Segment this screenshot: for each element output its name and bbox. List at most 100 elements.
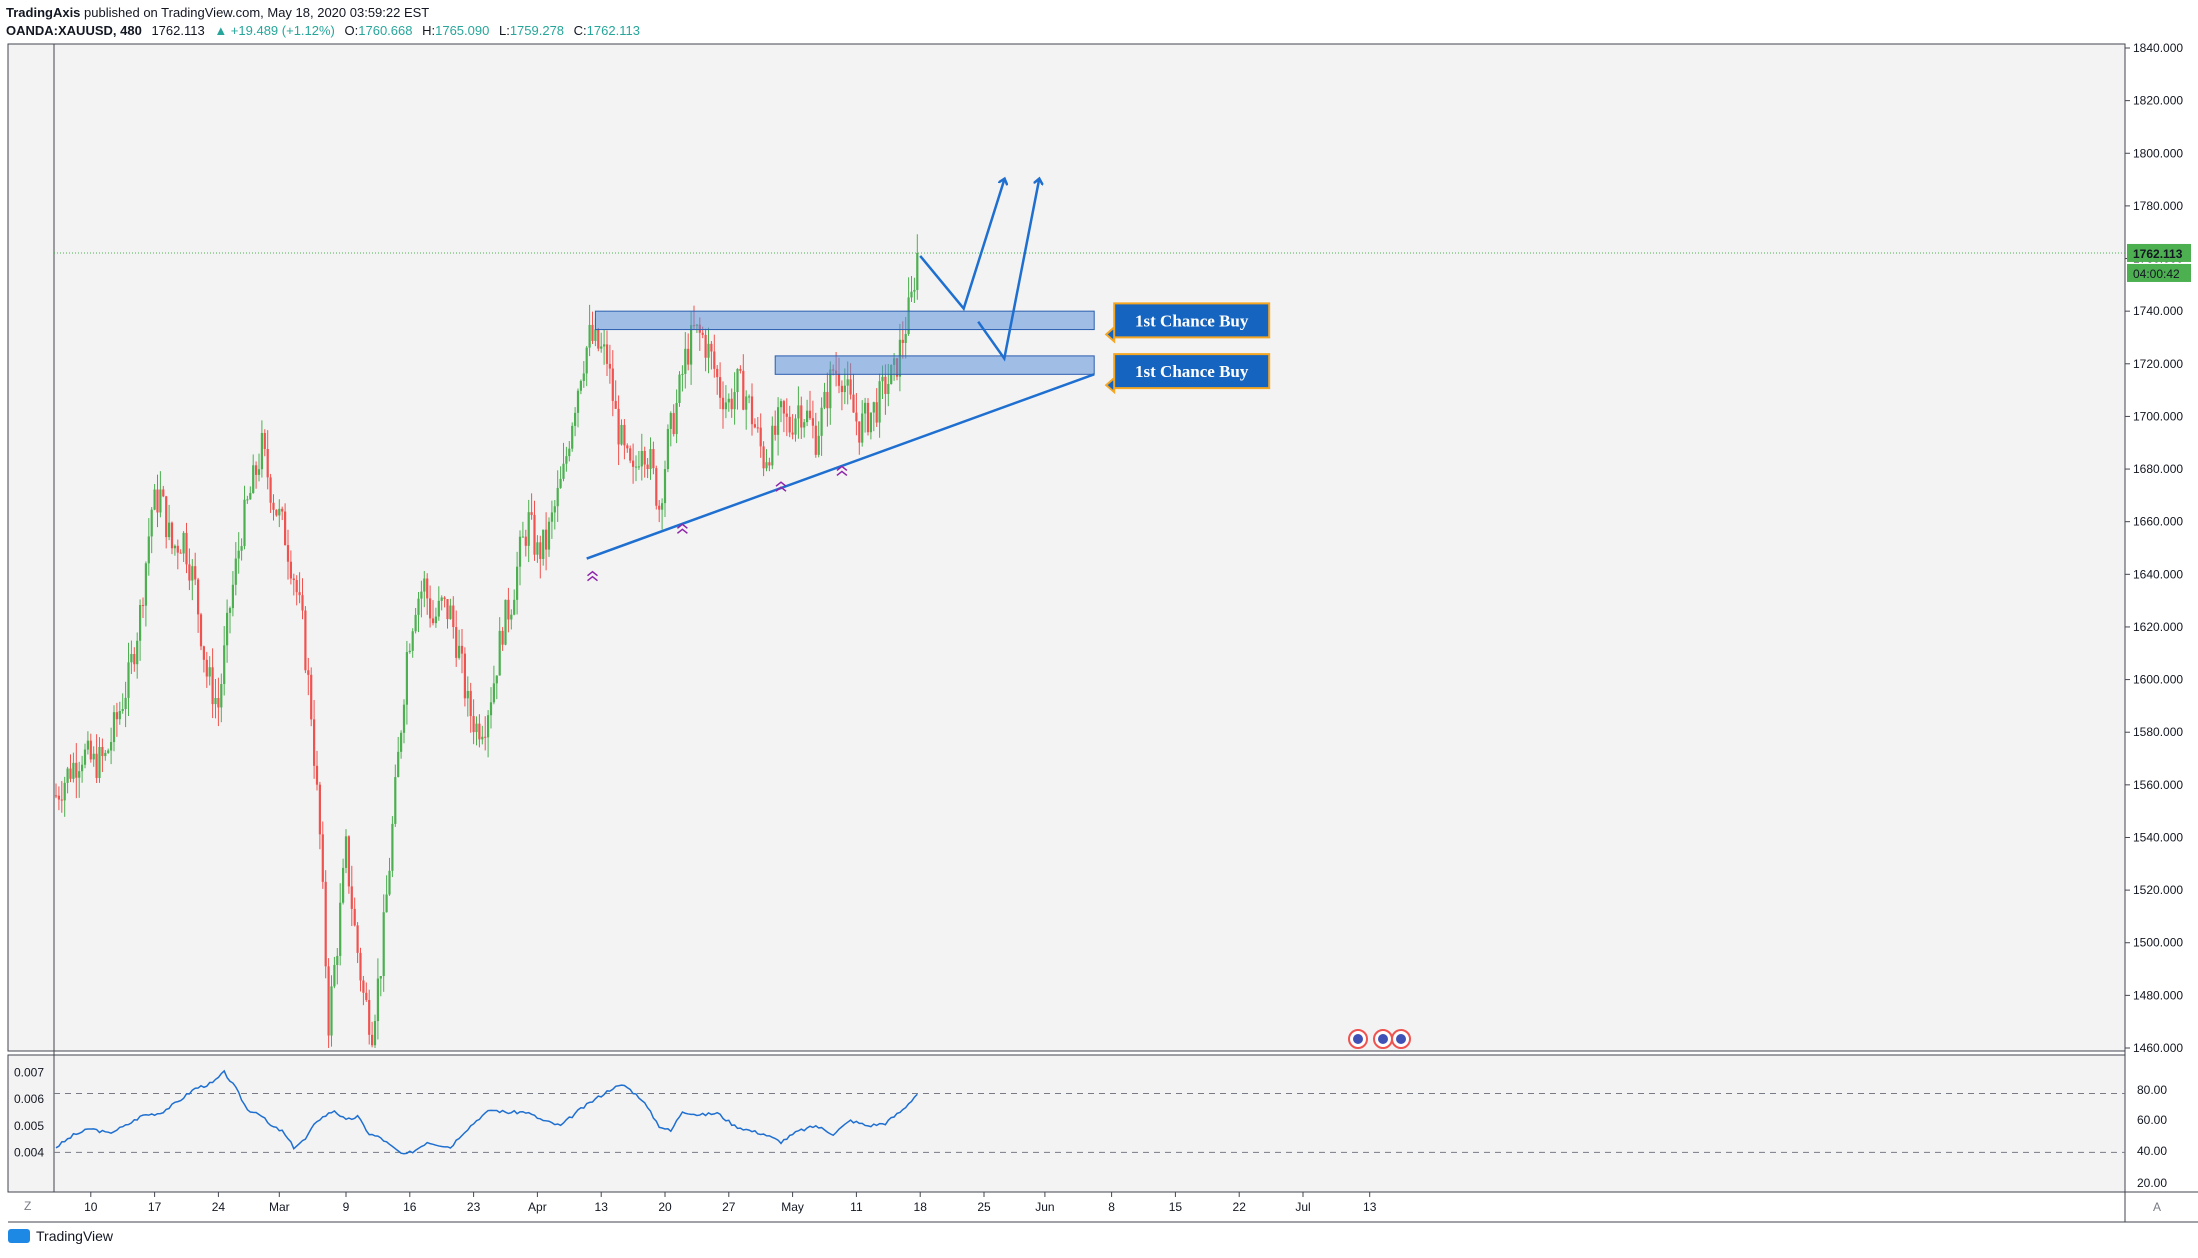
candle-body [858, 421, 861, 443]
indicator-right-tick-label: 60.00 [2137, 1113, 2167, 1127]
chevron-up-icon [676, 523, 688, 534]
candle-body [504, 599, 507, 645]
candle-body [559, 478, 562, 488]
low-label: L: [498, 23, 510, 38]
candle [678, 371, 681, 407]
candle-body [658, 505, 661, 510]
candle [327, 958, 330, 1048]
candle-body [797, 405, 800, 419]
candle-body [487, 715, 490, 738]
candle-body [458, 645, 461, 658]
callout-label[interactable]: 1st Chance Buy [1104, 302, 1271, 344]
zoom-reset-icon[interactable]: Z [24, 1199, 31, 1213]
candle [866, 398, 870, 436]
close-label: C: [573, 23, 587, 38]
candle-body [803, 422, 806, 428]
callout-label[interactable]: 1st Chance Buy [1104, 353, 1271, 395]
candle-body [518, 536, 522, 567]
candle-body [574, 412, 577, 426]
candle [411, 628, 414, 658]
candle-body [63, 782, 66, 801]
auto-scale-icon[interactable]: A [2153, 1200, 2161, 1214]
projection-arrow[interactable] [977, 180, 1039, 362]
candle-body [817, 435, 820, 455]
price-axis[interactable]: 1840.0001820.0001800.0001780.0001760.000… [2125, 41, 2183, 1055]
candle [275, 509, 278, 517]
candle-body [168, 522, 171, 538]
candle [295, 575, 298, 606]
candle [57, 786, 60, 811]
candle-body [434, 616, 437, 624]
candle [663, 460, 667, 517]
candle [353, 897, 356, 927]
candle [301, 578, 304, 620]
candle-body [466, 690, 469, 699]
candle [571, 422, 574, 452]
candle-body [307, 670, 310, 675]
candle [217, 677, 220, 727]
candle [72, 752, 75, 783]
candle-body [507, 599, 510, 620]
candle-body [675, 402, 678, 435]
economic-events-icon[interactable] [1348, 1029, 1411, 1049]
tradingview-branding[interactable]: TradingView [8, 1228, 113, 1244]
candle [446, 599, 449, 629]
candle-body [226, 612, 229, 646]
candle-body [136, 640, 139, 665]
buy-zone-rectangle[interactable] [594, 310, 1095, 331]
candle-body [98, 747, 101, 778]
candle [614, 380, 617, 409]
candle-body [530, 512, 533, 515]
candle-body [333, 964, 336, 987]
candle [716, 365, 719, 395]
projection-arrow[interactable] [919, 180, 1004, 312]
candle [730, 388, 733, 418]
price-tick-label: 1520.000 [2133, 883, 2183, 897]
drawing-overlays[interactable]: 1st Chance Buy 1st Chance Buy 1762.113 04:0… [54, 180, 2191, 582]
candle-body [397, 751, 400, 778]
indicator-right-tick-label: 20.00 [2137, 1176, 2167, 1190]
candle-body [539, 542, 542, 559]
candle [202, 645, 205, 673]
candle [289, 550, 292, 585]
indicator-pane[interactable] [8, 1055, 2125, 1192]
candle [585, 345, 588, 387]
main-pane[interactable] [8, 44, 2125, 1051]
candle-body [121, 709, 124, 711]
author-name[interactable]: TradingAxis [6, 5, 81, 20]
time-axis[interactable]: 10 17 24 Mar 9 16 23 Apr 13 20 27 May 11 18 25 Jun 8 15 22… [84, 1192, 1377, 1214]
candle [579, 379, 582, 395]
candle-body [66, 768, 69, 783]
candle [330, 975, 333, 1047]
candle-body [571, 425, 574, 449]
candle-body [823, 391, 826, 408]
candle-body [133, 654, 136, 665]
candle [603, 329, 606, 365]
candle-body [745, 396, 748, 410]
price-tick-label: 1800.000 [2133, 146, 2183, 160]
candle-body [756, 427, 759, 429]
candle [81, 755, 84, 783]
candle-body [402, 704, 406, 733]
candle-body [110, 742, 113, 751]
price-tick-label: 1460.000 [2133, 1041, 2183, 1055]
candle-body [806, 410, 809, 423]
buy-zone-rectangle[interactable] [774, 355, 1095, 375]
trendline[interactable] [586, 373, 1095, 560]
candle-body [753, 424, 756, 428]
price-tick-label: 1820.000 [2133, 94, 2183, 108]
candle-body [130, 654, 133, 663]
candle-body [170, 522, 174, 549]
candle-body [565, 456, 568, 464]
candle [765, 449, 768, 472]
candle-body [730, 398, 733, 410]
candle-body [266, 448, 269, 478]
symbol-label[interactable]: OANDA:XAUUSD, 480 [6, 23, 142, 38]
candle [347, 835, 350, 894]
candle [101, 738, 104, 773]
candle-body [597, 329, 600, 349]
candle [820, 397, 823, 456]
candle [408, 643, 411, 654]
candle [313, 700, 316, 779]
